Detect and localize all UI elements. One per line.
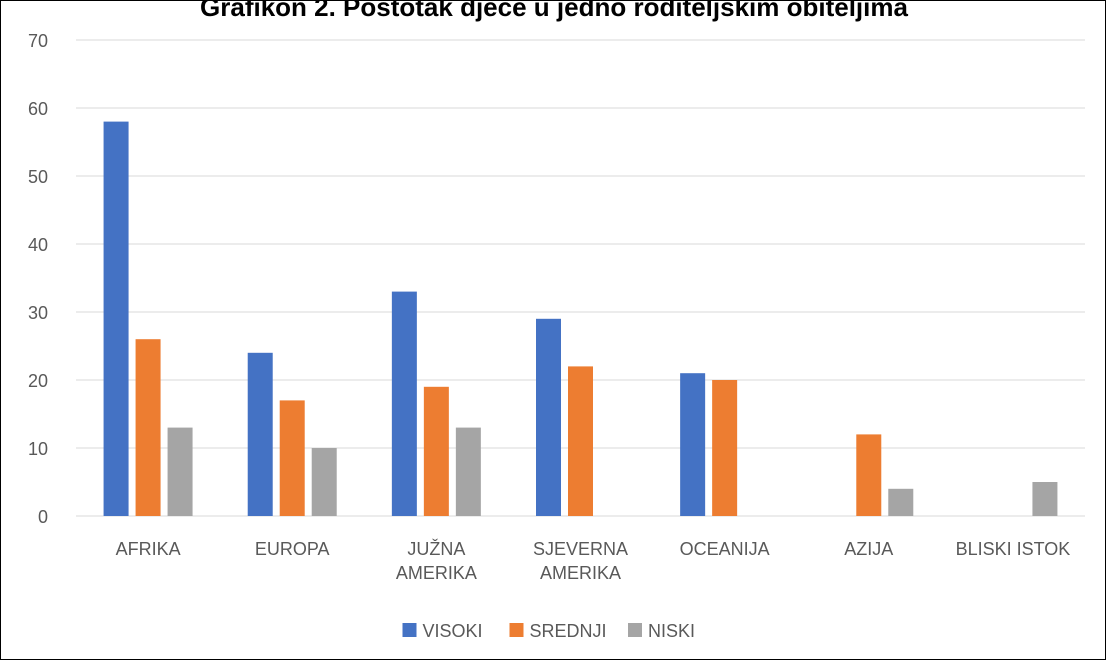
bar-visoki-2	[391, 291, 417, 516]
bar-visoki-3	[536, 318, 561, 516]
legend-swatch-niski	[628, 623, 642, 637]
chart-title: Grafikon 2. Postotak djece u jedno rodit…	[200, 0, 908, 22]
y-tick-label: 60	[28, 99, 48, 119]
x-category-label: AFRIKA	[116, 539, 181, 559]
x-category-label: AMERIKA	[540, 563, 621, 583]
legend-label-srednji: SREDNJI	[530, 621, 607, 641]
y-tick-label: 50	[28, 167, 48, 187]
x-category-label: AZIJA	[844, 539, 893, 559]
legend-swatch-visoki	[402, 623, 417, 637]
y-tick-label: 30	[28, 303, 48, 323]
x-category-label: BLISKI ISTOK	[956, 539, 1071, 559]
y-tick-label: 10	[28, 439, 48, 459]
bar-visoki-1	[247, 352, 273, 516]
x-category-label: AMERIKA	[396, 563, 477, 583]
x-category-label: EUROPA	[255, 539, 330, 559]
bar-visoki-0	[103, 121, 129, 516]
legend-swatch-srednji	[509, 623, 524, 637]
y-tick-label: 0	[38, 507, 48, 527]
bar-niski-2	[455, 427, 481, 516]
bar-srednji-0	[135, 339, 161, 516]
y-tick-label: 40	[28, 235, 48, 255]
bar-niski-0	[167, 427, 193, 516]
x-category-label: JUŽNA	[407, 539, 465, 559]
y-tick-label: 70	[28, 31, 48, 51]
bar-srednji-5	[856, 434, 882, 516]
legend-label-niski: NISKI	[648, 621, 695, 641]
bar-niski-5	[888, 488, 914, 516]
legend-label-visoki: VISOKI	[423, 621, 483, 641]
bar-niski-1	[311, 448, 337, 516]
bar-visoki-4	[680, 373, 706, 516]
x-category-label: SJEVERNA	[533, 539, 628, 559]
bar-srednji-3	[568, 366, 593, 516]
bar-srednji-1	[279, 400, 305, 516]
y-tick-label: 20	[28, 371, 48, 391]
bar-srednji-2	[423, 386, 449, 516]
x-category-label: OCEANIJA	[680, 539, 770, 559]
bar-niski-6	[1032, 482, 1058, 516]
bar-srednji-4	[712, 380, 738, 516]
